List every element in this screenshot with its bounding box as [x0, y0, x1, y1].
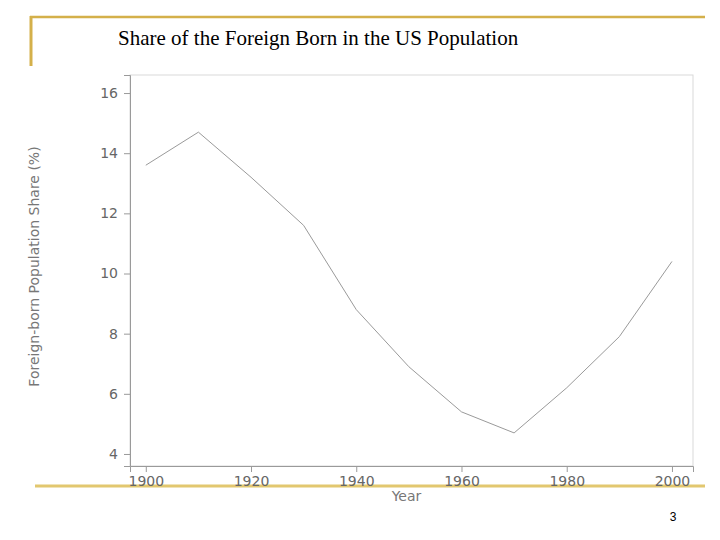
y-tick-mark	[124, 394, 130, 395]
x-tick: 1980	[549, 466, 585, 489]
y-tick-mark	[124, 334, 130, 335]
y-tick: 16	[100, 85, 130, 101]
y-axis: 4 6 8 10 12 14 16	[100, 76, 130, 467]
x-tick-label: 1900	[128, 473, 164, 489]
x-axis: 1900 1920 1940 1960 1980 2000	[128, 466, 693, 489]
x-tick-mark	[146, 466, 147, 472]
plot-frame	[130, 75, 693, 466]
y-tick-mark	[124, 274, 130, 275]
x-tick: 1960	[444, 466, 480, 489]
slide: Share of the Foreign Born in the US Popu…	[0, 0, 720, 540]
y-tick-label: 16	[100, 85, 118, 101]
y-tick: 4	[109, 446, 130, 462]
top-rule	[30, 16, 705, 19]
x-axis-title: Year	[391, 488, 422, 504]
x-tick-mark	[356, 466, 357, 472]
y-tick-label: 8	[109, 326, 118, 342]
y-tick: 8	[109, 326, 130, 342]
y-tick: 14	[100, 145, 130, 161]
x-tick-label: 1960	[444, 473, 480, 489]
y-tick-label: 10	[100, 265, 118, 281]
y-axis-line	[124, 76, 131, 467]
y-tick: 10	[100, 265, 130, 281]
page-number: 3	[670, 510, 677, 524]
y-tick-label: 4	[109, 446, 118, 462]
x-tick-mark	[672, 466, 673, 472]
x-tick-mark	[461, 466, 462, 472]
y-tick: 12	[100, 205, 130, 221]
x-tick: 1920	[234, 466, 270, 489]
x-tick-label: 1940	[339, 473, 375, 489]
x-axis-line	[131, 467, 694, 473]
x-tick-label: 2000	[655, 473, 691, 489]
x-tick-label: 1980	[549, 473, 585, 489]
side-rule	[30, 16, 33, 66]
y-tick-label: 12	[100, 205, 118, 221]
y-tick-mark	[124, 213, 130, 214]
x-tick-mark	[251, 466, 252, 472]
title: Share of the Foreign Born in the US Popu…	[118, 26, 519, 50]
y-tick-label: 6	[109, 386, 118, 402]
y-tick-mark	[124, 153, 130, 154]
x-tick: 1900	[128, 466, 164, 489]
plot-area	[146, 132, 672, 433]
y-tick-mark	[124, 454, 130, 455]
y-tick-mark	[124, 93, 130, 94]
x-tick-mark	[567, 466, 568, 472]
x-tick: 2000	[655, 466, 691, 489]
x-tick-label: 1920	[234, 473, 270, 489]
y-tick-label: 14	[100, 145, 118, 161]
y-axis-title: Foreign-born Population Share (%)	[26, 146, 42, 386]
line	[146, 132, 672, 433]
y-tick: 6	[109, 386, 130, 402]
x-tick: 1940	[339, 466, 375, 489]
